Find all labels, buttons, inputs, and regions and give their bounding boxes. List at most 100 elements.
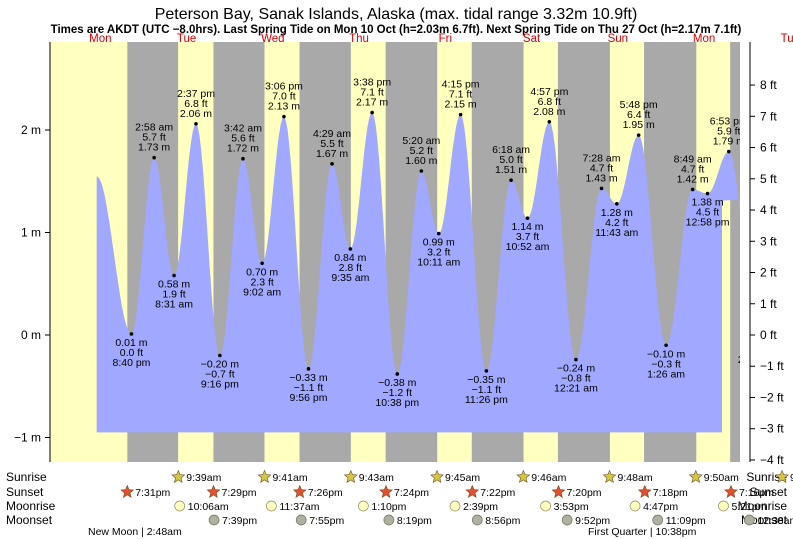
tide-height-ft: 5.5 ft <box>320 138 343 150</box>
tide-height-ft: 4.5 ft <box>696 207 719 219</box>
tide-height-m: 0.99 m <box>423 237 455 249</box>
new-moon-note: New Moon | 2:48am <box>88 526 182 538</box>
moonrise-icon <box>540 500 551 512</box>
tide-height-m: −0.24 m <box>557 363 595 375</box>
tide-time: 9:02 am <box>243 286 281 298</box>
tide-height-ft: 5.7 ft <box>142 132 165 144</box>
tide-time: 9:35 am <box>331 272 369 284</box>
low-tide-label: −0.10 m−0.3 ft1:26 am <box>647 343 685 380</box>
tide-time: 8:49 am <box>674 153 712 165</box>
tide-extreme-point <box>484 369 489 373</box>
moonrise-icon <box>718 500 729 512</box>
tide-time: 9:56 pm <box>290 392 328 404</box>
tide-time: 8:31 am <box>155 299 193 311</box>
tide-height-m: 2.15 m <box>445 99 477 111</box>
moonset-icon <box>471 514 483 526</box>
tick-label-ft: 6 ft <box>760 141 777 155</box>
sunset-icon <box>379 484 393 498</box>
night-band <box>730 42 740 462</box>
tide-extreme-point <box>194 122 198 126</box>
astro-row-label: Sunrise <box>6 470 47 484</box>
tide-extreme-point <box>241 156 245 161</box>
tide-time: 10:11 am <box>417 257 460 269</box>
moonrise-icon <box>629 500 641 512</box>
tide-height-ft: 3.7 ft <box>516 231 539 243</box>
tide-time: 12:21 am <box>554 383 598 395</box>
tide-extreme-point <box>525 216 530 220</box>
sunset-time: 7:18pm <box>653 487 688 499</box>
high-tide-label: 6:53 pm5.9 ft1.79 m <box>710 116 748 154</box>
high-tide-label: 4:15 pm7.1 ft2.15 m <box>442 79 480 117</box>
tide-height-m: 1.73 m <box>138 142 170 154</box>
sunset-time: 7:22pm <box>480 487 515 499</box>
tide-time: 6:18 am <box>492 144 530 156</box>
tide-height-ft: 3.2 ft <box>427 247 450 259</box>
tide-height-m: −0.35 m <box>467 374 505 386</box>
tide-height-m: 1.42 m <box>677 173 709 185</box>
tide-extreme-point <box>547 120 552 124</box>
moonset-time: 11:09pm <box>666 515 706 527</box>
low-tide-label: 0.70 m2.3 ft9:02 am <box>243 261 281 298</box>
low-tide-label: −0.33 m−1.1 ft9:56 pm <box>289 367 328 404</box>
tide-extreme-point <box>370 110 374 115</box>
low-tide-label: 0.58 m1.9 ft8:31 am <box>155 273 193 311</box>
tide-extreme-point <box>282 114 286 119</box>
sunset-icon <box>292 484 307 498</box>
sunset-icon <box>206 484 221 498</box>
sunset-time: 7:26pm <box>308 487 343 499</box>
sunset-time: 7:20pm <box>567 487 602 499</box>
tide-time: 4:29 am <box>313 128 351 140</box>
tide-height-m: −0.10 m <box>647 348 685 360</box>
moonrise-time: 1:10pm <box>371 501 406 513</box>
tide-time: 5:48 pm <box>620 99 658 111</box>
sunset-icon <box>724 484 738 498</box>
sunrise-icon <box>343 469 358 483</box>
high-tide-label: 3:42 am5.6 ft1.72 m <box>224 123 262 161</box>
plot-area: 0.01 m0.0 ft8:40 pm 2:58 am5.7 ft1.73 m 0.… <box>50 42 793 462</box>
low-tide-label: 0.84 m2.8 ft9:35 am <box>331 247 370 284</box>
tide-time: 9:16 pm <box>201 379 239 391</box>
tide-extreme-point <box>458 112 463 117</box>
sunset-icon <box>465 484 480 498</box>
tide-height-ft: 1.9 ft <box>162 289 185 301</box>
tide-extreme-point <box>172 273 176 278</box>
sunset-time: 7:29pm <box>222 487 257 499</box>
sunrise-time: 9:43am <box>359 472 394 484</box>
moonset-time: 7:55pm <box>309 515 344 527</box>
right-axis-ft: −4 ft −3 ft −2 ft −1 ft 0 ft 1 ft 2 ft 3 ft 4 ft… <box>740 42 793 467</box>
sunrise-icon <box>602 469 617 483</box>
tick-label-ft: −1 ft <box>760 359 784 373</box>
sunrise-icon <box>775 469 789 483</box>
moonrise-icon <box>174 500 186 512</box>
tide-height-ft: 2.3 ft <box>250 276 273 288</box>
sunrise-icon <box>516 469 531 483</box>
tick-label-m: 1 m <box>21 226 41 240</box>
tide-height-ft: 7.1 ft <box>449 89 472 101</box>
tide-extreme-point <box>705 191 710 196</box>
sunrise-icon <box>688 469 703 483</box>
high-tide-label: 4:29 am5.5 ft1.67 m <box>313 128 351 166</box>
low-tide-label: −0.20 m−0.7 ft9:16 pm <box>201 353 239 391</box>
moonset-icon <box>561 514 573 526</box>
tide-time: 4:15 pm <box>442 79 480 91</box>
sunset-time: 7:24pm <box>394 487 429 499</box>
tide-height-m: 2.06 m <box>180 108 212 120</box>
tide-height-m: 1.38 m <box>691 197 723 209</box>
tide-extreme-point <box>260 261 264 266</box>
astro-row-label: Sunset <box>750 485 788 499</box>
tide-height-ft: 5.2 ft <box>410 145 433 157</box>
moonrise-time: 10:06am <box>188 501 229 513</box>
tide-height-ft: 6.4 ft <box>627 109 650 121</box>
tide-time: 2:37 pm <box>177 88 215 100</box>
tide-extreme-point <box>348 247 353 251</box>
tide-time: 7:28 am <box>583 152 621 164</box>
tide-height-ft: −0.7 ft <box>205 369 235 381</box>
tide-extreme-point <box>726 149 731 154</box>
tide-height-m: 2.08 m <box>533 106 565 118</box>
moonset-time: 9:52pm <box>575 515 610 527</box>
sunrise-time: 9:50am <box>704 472 739 484</box>
tick-label-m: −1 m <box>14 431 41 445</box>
